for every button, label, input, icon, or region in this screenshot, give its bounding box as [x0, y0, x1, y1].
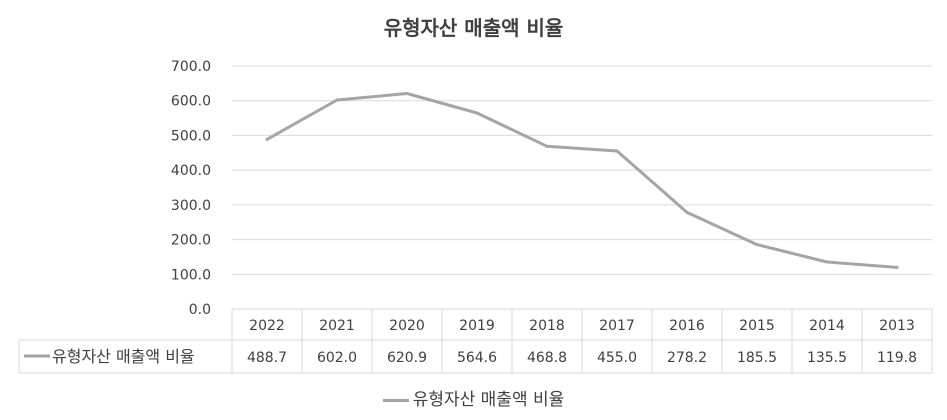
- data-table-value: 135.5: [807, 350, 847, 366]
- y-tick-label: 600.0: [171, 94, 211, 110]
- x-category-label: 2021: [319, 318, 355, 334]
- x-category-label: 2013: [879, 318, 915, 334]
- series-layer: [265, 91, 899, 269]
- data-point: [755, 243, 759, 247]
- data-point: [895, 265, 899, 269]
- data-table-value: 564.6: [457, 350, 497, 366]
- data-table-value: 278.2: [667, 350, 707, 366]
- data-point: [475, 111, 479, 115]
- y-tick-label: 0.0: [189, 302, 211, 318]
- y-axis-ticks: 0.0 100.0 200.0 300.0 400.0 500.0 600.0 700.0: [171, 59, 211, 318]
- table-series-name: 유형자산 매출액 비율: [52, 347, 195, 366]
- data-point: [335, 98, 339, 102]
- data-table-value: 602.0: [317, 350, 357, 366]
- data-table-value: 488.7: [247, 350, 287, 366]
- data-point: [615, 149, 619, 153]
- y-tick-label: 400.0: [171, 163, 211, 179]
- chart-title: 유형자산 매출액 비율: [383, 16, 564, 40]
- data-table: 2022 2021 2020 2019 2018 2017 2016 2015 2014 2013…: [18, 308, 933, 374]
- data-table-value: 185.5: [737, 350, 777, 366]
- data-point: [545, 144, 549, 148]
- data-table-value: 620.9: [387, 350, 427, 366]
- y-tick-label: 700.0: [171, 59, 211, 75]
- data-point: [405, 91, 409, 95]
- y-tick-label: 500.0: [171, 128, 211, 144]
- legend-label: 유형자산 매출액 비율: [412, 390, 565, 410]
- legend: 유형자산 매출액 비율: [0, 385, 947, 410]
- x-category-label: 2016: [669, 318, 705, 334]
- y-tick-label: 200.0: [171, 233, 211, 249]
- y-tick-label: 300.0: [171, 198, 211, 214]
- x-category-label: 2022: [249, 318, 285, 334]
- grid-layer: [232, 65, 932, 275]
- x-category-label: 2020: [389, 318, 425, 334]
- data-point: [825, 260, 829, 264]
- data-point: [685, 210, 689, 214]
- x-category-label: 2015: [739, 318, 775, 334]
- series-line: [265, 92, 899, 269]
- y-tick-label: 100.0: [171, 267, 211, 283]
- data-point: [265, 137, 269, 141]
- legend-swatch: [382, 398, 409, 402]
- x-category-label: 2017: [599, 318, 635, 334]
- data-table-value: 468.8: [527, 350, 567, 366]
- x-category-label: 2019: [459, 318, 495, 334]
- data-table-value: 119.8: [877, 350, 917, 366]
- data-table-value: 455.0: [597, 350, 637, 366]
- x-category-label: 2014: [809, 318, 845, 334]
- x-category-label: 2018: [529, 318, 565, 334]
